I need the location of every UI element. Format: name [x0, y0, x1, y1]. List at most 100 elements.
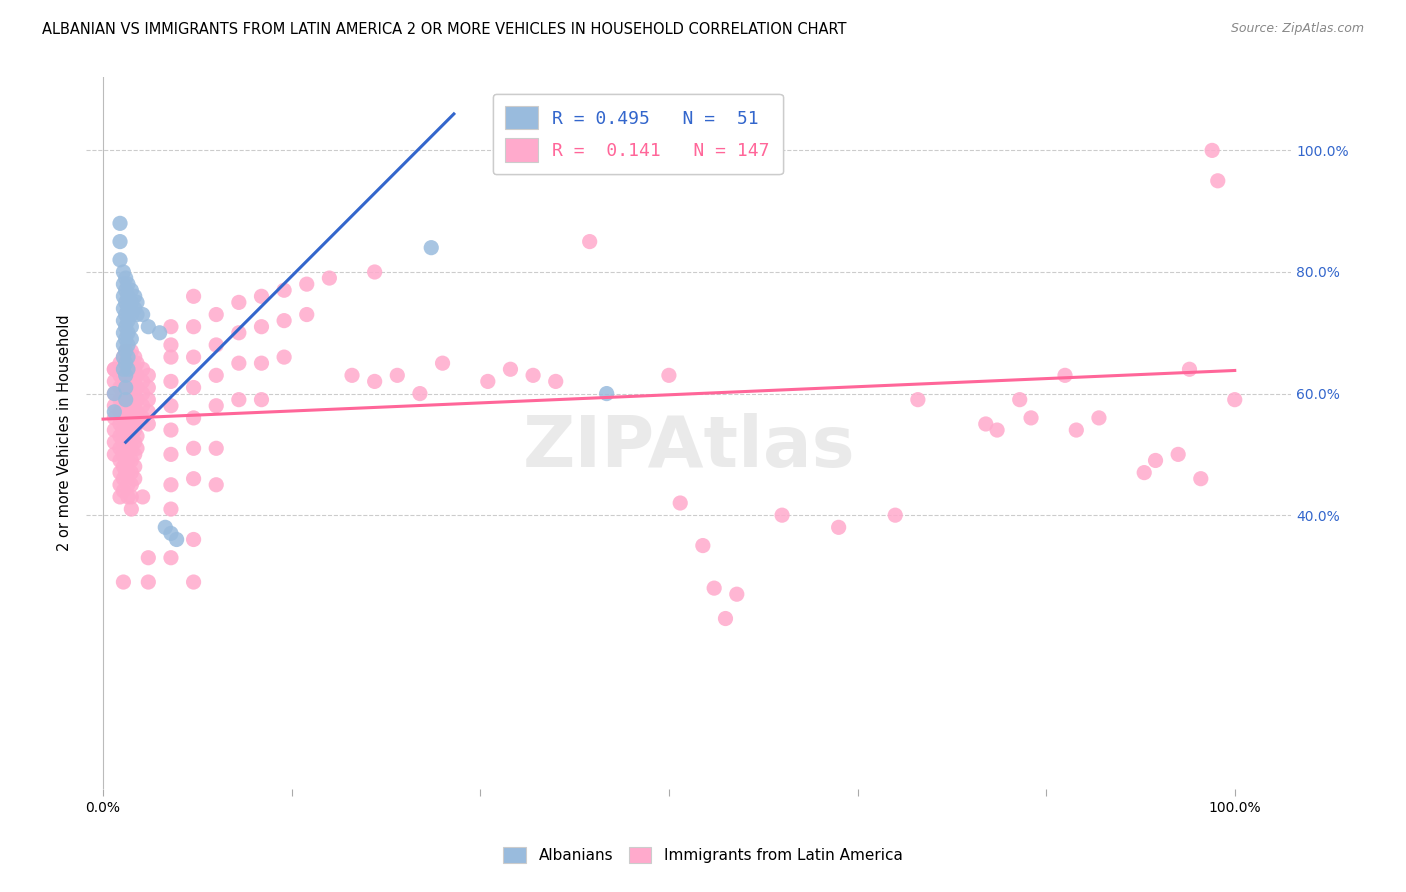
- Point: [228, 295, 250, 310]
- Point: [160, 502, 183, 516]
- Point: [124, 375, 146, 389]
- Point: [117, 344, 139, 359]
- Text: Source: ZipAtlas.com: Source: ZipAtlas.com: [1230, 22, 1364, 36]
- Point: [108, 405, 131, 419]
- Point: [120, 502, 142, 516]
- Point: [149, 326, 172, 340]
- Point: [120, 429, 142, 443]
- Point: [114, 453, 136, 467]
- Point: [205, 399, 228, 413]
- Point: [120, 490, 142, 504]
- Point: [1144, 453, 1167, 467]
- Point: [112, 265, 135, 279]
- Point: [120, 392, 142, 407]
- Point: [112, 326, 135, 340]
- Point: [117, 453, 139, 467]
- Point: [1223, 392, 1246, 407]
- Point: [117, 490, 139, 504]
- Point: [112, 423, 135, 437]
- Point: [112, 301, 135, 316]
- Point: [703, 581, 725, 595]
- Point: [124, 362, 146, 376]
- Point: [420, 241, 443, 255]
- Point: [160, 477, 183, 491]
- Point: [117, 368, 139, 383]
- Point: [108, 417, 131, 431]
- Point: [136, 368, 159, 383]
- Point: [907, 392, 929, 407]
- Point: [131, 308, 153, 322]
- Point: [120, 453, 142, 467]
- Point: [114, 429, 136, 443]
- Point: [124, 472, 146, 486]
- Point: [273, 283, 295, 297]
- Point: [114, 344, 136, 359]
- Point: [183, 472, 205, 486]
- Point: [250, 392, 273, 407]
- Point: [114, 380, 136, 394]
- Point: [120, 466, 142, 480]
- Point: [124, 399, 146, 413]
- Point: [884, 508, 907, 523]
- Point: [125, 417, 148, 431]
- Point: [160, 375, 183, 389]
- Point: [120, 442, 142, 456]
- Point: [108, 368, 131, 383]
- Point: [120, 368, 142, 383]
- Point: [117, 356, 139, 370]
- Point: [136, 319, 159, 334]
- Point: [112, 289, 135, 303]
- Point: [155, 520, 177, 534]
- Point: [183, 575, 205, 590]
- Point: [117, 350, 139, 364]
- Point: [112, 350, 135, 364]
- Point: [103, 423, 125, 437]
- Point: [228, 356, 250, 370]
- Point: [183, 350, 205, 364]
- Point: [114, 271, 136, 285]
- Point: [112, 375, 135, 389]
- Point: [114, 283, 136, 297]
- Point: [117, 277, 139, 292]
- Point: [117, 313, 139, 327]
- Point: [183, 380, 205, 394]
- Point: [136, 575, 159, 590]
- Point: [117, 362, 139, 376]
- Point: [318, 271, 340, 285]
- Point: [160, 399, 183, 413]
- Point: [499, 362, 522, 376]
- Point: [108, 392, 131, 407]
- Point: [124, 350, 146, 364]
- Point: [125, 295, 148, 310]
- Point: [578, 235, 600, 249]
- Point: [120, 477, 142, 491]
- Point: [112, 483, 135, 498]
- Point: [114, 344, 136, 359]
- Point: [103, 386, 125, 401]
- Point: [120, 332, 142, 346]
- Point: [250, 289, 273, 303]
- Point: [103, 435, 125, 450]
- Point: [387, 368, 409, 383]
- Point: [160, 447, 183, 461]
- Point: [108, 235, 131, 249]
- Point: [108, 216, 131, 230]
- Point: [669, 496, 692, 510]
- Point: [114, 392, 136, 407]
- Point: [363, 375, 385, 389]
- Point: [183, 410, 205, 425]
- Point: [1133, 466, 1156, 480]
- Point: [131, 386, 153, 401]
- Point: [103, 405, 125, 419]
- Point: [363, 265, 385, 279]
- Point: [103, 362, 125, 376]
- Point: [108, 442, 131, 456]
- Text: ALBANIAN VS IMMIGRANTS FROM LATIN AMERICA 2 OR MORE VEHICLES IN HOUSEHOLD CORREL: ALBANIAN VS IMMIGRANTS FROM LATIN AMERIC…: [42, 22, 846, 37]
- Point: [160, 319, 183, 334]
- Point: [120, 417, 142, 431]
- Point: [295, 308, 318, 322]
- Point: [112, 435, 135, 450]
- Point: [112, 447, 135, 461]
- Point: [120, 308, 142, 322]
- Point: [131, 490, 153, 504]
